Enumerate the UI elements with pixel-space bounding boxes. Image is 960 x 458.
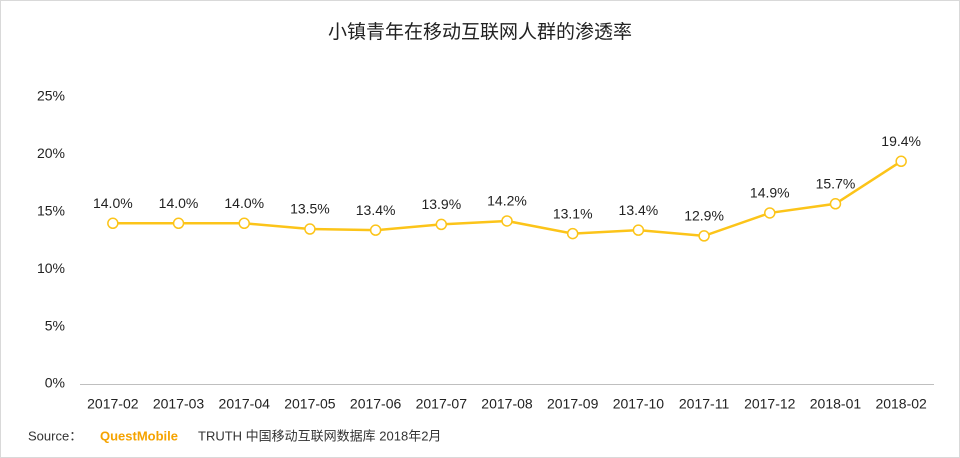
x-tick-label: 2017-08 [481,396,533,412]
value-label: 14.9% [750,185,790,201]
point [369,224,382,236]
x-tick-label: 2017-05 [284,396,336,412]
value-label: 12.9% [684,208,724,224]
value-label: 15.7% [816,175,856,191]
value-label: 13.4% [356,202,396,218]
y-tick-label: 10% [37,260,65,276]
value-label: 14.0% [159,195,199,211]
chart-title: 小镇青年在移动互联网人群的渗透率 [328,21,632,43]
x-tick-label: 2017-10 [613,396,665,412]
point [698,230,710,242]
y-tick-label: 25% [37,88,65,104]
value-label: 13.5% [290,201,330,217]
source-brand: QuestMobile [100,428,178,443]
x-tick-label: 2017-02 [87,396,139,412]
value-label: 14.0% [224,195,264,211]
x-tick-label: 2017-07 [416,396,468,412]
source-text: TRUTH 中国移动互联网数据库 2018年2月 [198,428,441,443]
y-tick-label: 5% [45,317,65,333]
point [501,215,513,227]
x-tick-label: 2018-02 [875,396,927,412]
point [172,217,185,230]
point [632,224,645,236]
source-label: Source： [28,428,82,443]
point [435,218,448,231]
y-tick-label: 0% [45,375,65,391]
x-tick-label: 2017-11 [679,396,730,412]
point [764,207,776,219]
x-tick-label: 2017-04 [219,396,271,412]
x-tick-label: 2017-06 [350,396,402,412]
value-label: 19.4% [881,133,921,149]
value-label: 14.2% [487,193,527,209]
point [895,155,907,168]
value-label: 14.0% [93,195,133,211]
point [107,217,119,230]
x-tick-label: 2018-01 [810,396,862,412]
point [829,198,842,210]
x-tick-label: 2017-12 [744,396,796,412]
point [238,217,250,230]
point [304,223,316,235]
point [566,227,579,240]
value-label: 13.4% [619,202,659,218]
value-label: 13.9% [421,196,461,212]
x-tick-label: 2017-03 [153,396,205,412]
y-tick-label: 20% [37,145,65,161]
value-label: 13.1% [553,205,593,221]
y-tick-label: 15% [37,203,65,219]
x-tick-label: 2017-09 [547,396,599,412]
